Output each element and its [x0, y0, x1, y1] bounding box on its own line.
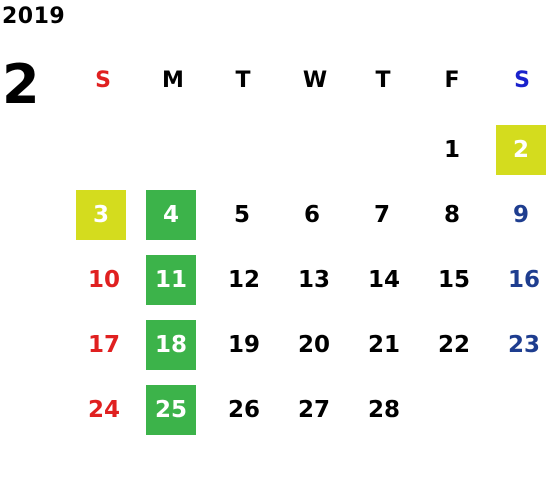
weekday-header-tue: T	[235, 68, 251, 93]
weekday-header-fri: F	[444, 68, 460, 93]
weekday-header-thu: T	[375, 68, 391, 93]
day-cell-highlighted[interactable]: 4	[146, 190, 196, 240]
day-cell[interactable]: 14	[367, 267, 400, 293]
day-cell-highlighted[interactable]: 2	[496, 125, 546, 175]
day-cell[interactable]: 15	[437, 267, 470, 293]
weekday-header-sun: S	[95, 68, 111, 93]
day-cell[interactable]: 6	[303, 202, 320, 228]
day-cell[interactable]: 27	[297, 397, 330, 423]
day-cell[interactable]: 1	[443, 137, 460, 163]
day-cell[interactable]: 8	[443, 202, 460, 228]
day-cell[interactable]: 28	[367, 397, 400, 423]
day-cell[interactable]: 20	[297, 332, 330, 358]
day-cell[interactable]: 23	[507, 332, 540, 358]
day-cell[interactable]: 26	[227, 397, 260, 423]
day-cell-highlighted[interactable]: 3	[76, 190, 126, 240]
weekday-header-sat: S	[514, 68, 530, 93]
day-cell[interactable]: 10	[87, 267, 120, 293]
day-cell[interactable]: 13	[297, 267, 330, 293]
weekday-header-mon: M	[162, 68, 184, 93]
day-cell[interactable]: 12	[227, 267, 260, 293]
day-cell[interactable]: 16	[507, 267, 540, 293]
day-cell-highlighted[interactable]: 18	[146, 320, 196, 370]
day-cell[interactable]: 17	[87, 332, 120, 358]
day-cell[interactable]: 5	[233, 202, 250, 228]
day-cell-highlighted[interactable]: 25	[146, 385, 196, 435]
year-label: 2019	[2, 4, 66, 29]
day-cell[interactable]: 7	[373, 202, 390, 228]
day-cell[interactable]: 9	[512, 202, 529, 228]
day-cell[interactable]: 22	[437, 332, 470, 358]
day-cell[interactable]: 24	[87, 397, 120, 423]
day-cell-highlighted[interactable]: 11	[146, 255, 196, 305]
month-number: 2	[2, 53, 40, 116]
weekday-header-wed: W	[302, 68, 328, 93]
day-cell[interactable]: 21	[367, 332, 400, 358]
day-cell[interactable]: 19	[227, 332, 260, 358]
